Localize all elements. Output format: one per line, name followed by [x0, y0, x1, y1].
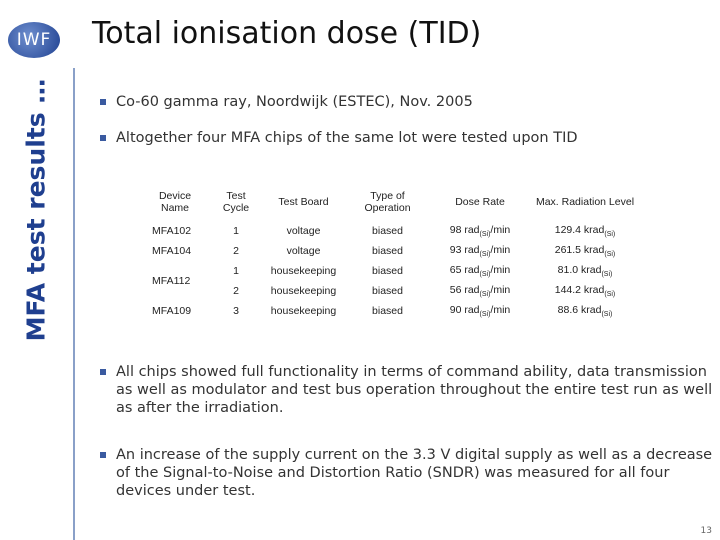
divider — [73, 68, 75, 540]
header-row: Device Name Test Cycle Test Board Type of O… — [140, 183, 640, 221]
device-cell: MFA104 — [152, 245, 192, 257]
header-cell: Test Board — [278, 196, 329, 208]
dose-rate-cell: 90 rad(Si)/min — [430, 301, 530, 321]
bullet: Co-60 gamma ray, Noordwijk (ESTEC), Nov.… — [100, 93, 716, 111]
logo: IWF — [8, 22, 60, 58]
text-part: 65 rad — [449, 263, 480, 276]
table-row: MFA112 1 housekeeping biased 65 rad(Si)/min 8… — [140, 261, 640, 287]
text-part: 261.5 krad — [554, 243, 605, 256]
text-part: /min — [490, 223, 511, 236]
text-part: /min — [490, 283, 511, 296]
board-cell: housekeeping — [270, 285, 337, 297]
text-part: (Si) — [479, 251, 491, 259]
text-part: 98 rad — [449, 223, 480, 236]
table-row: MFA109 3 housekeeping biased 90 rad(Si)/min 8… — [140, 301, 640, 321]
bullet: Altogether four MFA chips of the same lo… — [100, 129, 716, 147]
title: Total ionisation dose (TID) — [92, 16, 482, 51]
board-cell: voltage — [286, 225, 321, 237]
text-part: 144.2 krad — [554, 283, 605, 296]
bullet: An increase of the supply current on the… — [100, 446, 716, 500]
board-cell: housekeeping — [270, 305, 337, 317]
text-part: (Si) — [604, 251, 616, 259]
text-part: /min — [490, 243, 511, 256]
board-cell: voltage — [286, 245, 321, 257]
text-part: (Si) — [479, 291, 491, 299]
max-radiation-cell: 129.4 krad(Si) — [530, 221, 640, 241]
cycle-cell: 2 — [233, 245, 239, 257]
text-part: (Si) — [479, 231, 491, 239]
dose-rate-cell: 65 rad(Si)/min — [430, 261, 530, 281]
text-part: 81.0 krad — [557, 263, 602, 276]
dose-rate-cell: 98 rad(Si)/min — [430, 221, 530, 241]
text-part: /min — [490, 263, 511, 276]
cycle-cell: 1 — [233, 265, 239, 277]
device-cell: MFA112 — [152, 275, 191, 287]
table-row: 2 housekeeping biased 56 rad(Si)/min 144.2 k… — [140, 281, 640, 301]
text-part: 93 rad — [449, 243, 480, 256]
header-cell: Max. Radiation Level — [535, 196, 635, 208]
section-label: MFA test results … — [21, 78, 51, 342]
text-part: (Si) — [604, 291, 616, 299]
text-part: (Si) — [604, 231, 616, 239]
bullet: All chips showed full functionality in t… — [100, 363, 716, 417]
text-part: (Si) — [601, 271, 613, 279]
page-number: 13 — [700, 526, 712, 536]
table-row: MFA104 2 voltage biased 93 rad(Si)/min 261.5 … — [140, 241, 640, 261]
dose-rate-cell: 56 rad(Si)/min — [430, 281, 530, 301]
operation-cell: biased — [372, 285, 403, 297]
text-part: (Si) — [601, 311, 613, 319]
max-radiation-cell: 144.2 krad(Si) — [530, 281, 640, 301]
table-row: MFA102 1 voltage biased 98 rad(Si)/min 129.4 … — [140, 221, 640, 241]
header-cell: Type of Operation — [364, 190, 411, 214]
text-part: (Si) — [479, 271, 491, 279]
operation-cell: biased — [372, 245, 403, 257]
text-part: (Si) — [479, 311, 491, 319]
text-part: 129.4 krad — [554, 223, 605, 236]
operation-cell: biased — [372, 225, 403, 237]
max-radiation-cell: 81.0 krad(Si) — [530, 261, 640, 281]
max-radiation-cell: 261.5 krad(Si) — [530, 241, 640, 261]
max-radiation-cell: 88.6 krad(Si) — [530, 301, 640, 321]
results-table: Device Name Test Cycle Test Board Type of O… — [140, 183, 640, 321]
header-cell: Test Cycle — [222, 190, 250, 214]
header-cell: Device Name — [158, 190, 192, 214]
cycle-cell: 1 — [233, 225, 239, 237]
text-part: /min — [490, 303, 511, 316]
device-cell: MFA109 — [152, 305, 192, 317]
text-part: 88.6 krad — [557, 303, 602, 316]
cycle-cell: 2 — [233, 285, 239, 297]
board-cell: housekeeping — [270, 265, 337, 277]
operation-cell: biased — [372, 305, 403, 317]
dose-rate-cell: 93 rad(Si)/min — [430, 241, 530, 261]
device-cell: MFA102 — [152, 225, 192, 237]
operation-cell: biased — [372, 265, 403, 277]
cycle-cell: 3 — [233, 305, 239, 317]
header-cell: Dose Rate — [455, 196, 505, 208]
text-part: 56 rad — [449, 283, 480, 296]
text-part: 90 rad — [449, 303, 480, 316]
